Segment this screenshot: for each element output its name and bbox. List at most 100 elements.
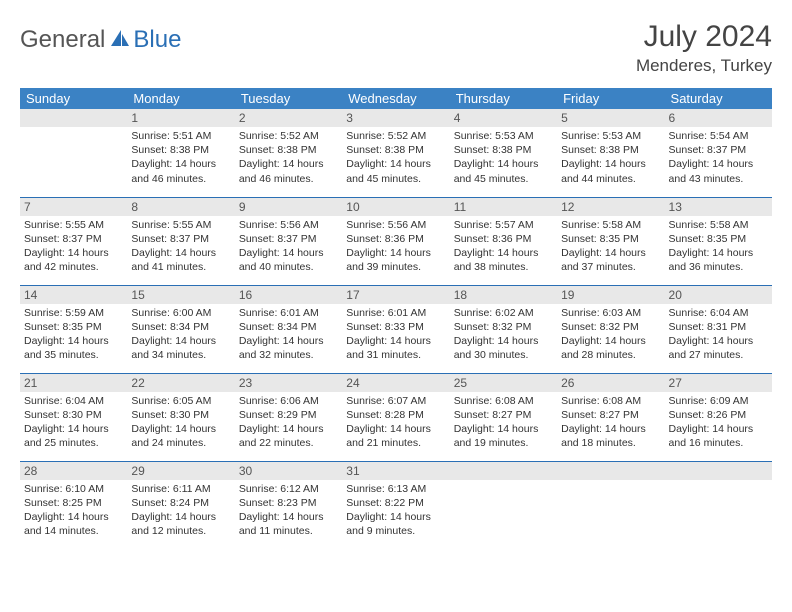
sunrise-line: Sunrise: 6:08 AM — [561, 394, 660, 408]
day-number: 13 — [665, 198, 772, 216]
day-number: 26 — [557, 374, 664, 392]
sunset-line: Sunset: 8:32 PM — [454, 320, 553, 334]
day-header: Tuesday — [235, 88, 342, 109]
sunset-line: Sunset: 8:38 PM — [131, 143, 230, 157]
daylight-line-2: and 36 minutes. — [669, 260, 768, 274]
location-label: Menderes, Turkey — [636, 56, 772, 76]
daylight-line-1: Daylight: 14 hours — [561, 334, 660, 348]
day-details: Sunrise: 6:12 AMSunset: 8:23 PMDaylight:… — [235, 480, 342, 543]
daylight-line-2: and 21 minutes. — [346, 436, 445, 450]
sunrise-line: Sunrise: 5:51 AM — [131, 129, 230, 143]
daylight-line-1: Daylight: 14 hours — [454, 334, 553, 348]
day-details: Sunrise: 5:51 AMSunset: 8:38 PMDaylight:… — [127, 127, 234, 190]
calendar-cell: 14Sunrise: 5:59 AMSunset: 8:35 PMDayligh… — [20, 285, 127, 373]
daylight-line-1: Daylight: 14 hours — [131, 334, 230, 348]
daylight-line-1: Daylight: 14 hours — [131, 422, 230, 436]
sunset-line: Sunset: 8:38 PM — [346, 143, 445, 157]
day-number: 19 — [557, 286, 664, 304]
daylight-line-2: and 37 minutes. — [561, 260, 660, 274]
calendar-cell — [557, 461, 664, 549]
day-details: Sunrise: 5:58 AMSunset: 8:35 PMDaylight:… — [557, 216, 664, 279]
calendar-cell: 21Sunrise: 6:04 AMSunset: 8:30 PMDayligh… — [20, 373, 127, 461]
calendar-cell: 17Sunrise: 6:01 AMSunset: 8:33 PMDayligh… — [342, 285, 449, 373]
daylight-line-1: Daylight: 14 hours — [346, 510, 445, 524]
day-number: 17 — [342, 286, 449, 304]
sunrise-line: Sunrise: 6:13 AM — [346, 482, 445, 496]
daylight-line-2: and 40 minutes. — [239, 260, 338, 274]
day-number: 15 — [127, 286, 234, 304]
calendar-cell: 11Sunrise: 5:57 AMSunset: 8:36 PMDayligh… — [450, 197, 557, 285]
daylight-line-2: and 46 minutes. — [239, 172, 338, 186]
day-details: Sunrise: 6:02 AMSunset: 8:32 PMDaylight:… — [450, 304, 557, 367]
sunrise-line: Sunrise: 6:05 AM — [131, 394, 230, 408]
day-details: Sunrise: 5:53 AMSunset: 8:38 PMDaylight:… — [557, 127, 664, 190]
sunset-line: Sunset: 8:34 PM — [239, 320, 338, 334]
month-title: July 2024 — [636, 20, 772, 54]
sunrise-line: Sunrise: 5:53 AM — [454, 129, 553, 143]
sunset-line: Sunset: 8:38 PM — [561, 143, 660, 157]
daylight-line-1: Daylight: 14 hours — [346, 157, 445, 171]
sunrise-line: Sunrise: 5:56 AM — [239, 218, 338, 232]
day-details: Sunrise: 5:52 AMSunset: 8:38 PMDaylight:… — [235, 127, 342, 190]
day-details: Sunrise: 5:59 AMSunset: 8:35 PMDaylight:… — [20, 304, 127, 367]
day-details: Sunrise: 5:54 AMSunset: 8:37 PMDaylight:… — [665, 127, 772, 190]
day-number: 1 — [127, 109, 234, 127]
calendar-cell: 10Sunrise: 5:56 AMSunset: 8:36 PMDayligh… — [342, 197, 449, 285]
calendar-week-row: 7Sunrise: 5:55 AMSunset: 8:37 PMDaylight… — [20, 197, 772, 285]
calendar-cell: 16Sunrise: 6:01 AMSunset: 8:34 PMDayligh… — [235, 285, 342, 373]
daylight-line-1: Daylight: 14 hours — [346, 422, 445, 436]
daylight-line-2: and 9 minutes. — [346, 524, 445, 538]
sunrise-line: Sunrise: 5:56 AM — [346, 218, 445, 232]
sunset-line: Sunset: 8:36 PM — [454, 232, 553, 246]
day-number: 12 — [557, 198, 664, 216]
calendar-cell: 2Sunrise: 5:52 AMSunset: 8:38 PMDaylight… — [235, 109, 342, 197]
daylight-line-2: and 30 minutes. — [454, 348, 553, 362]
daylight-line-2: and 45 minutes. — [346, 172, 445, 186]
calendar-cell — [20, 109, 127, 197]
daylight-line-1: Daylight: 14 hours — [131, 510, 230, 524]
daylight-line-2: and 45 minutes. — [454, 172, 553, 186]
sunset-line: Sunset: 8:35 PM — [669, 232, 768, 246]
day-details: Sunrise: 6:03 AMSunset: 8:32 PMDaylight:… — [557, 304, 664, 367]
sunset-line: Sunset: 8:30 PM — [131, 408, 230, 422]
day-header: Monday — [127, 88, 234, 109]
daylight-line-2: and 25 minutes. — [24, 436, 123, 450]
day-details: Sunrise: 6:10 AMSunset: 8:25 PMDaylight:… — [20, 480, 127, 543]
day-details: Sunrise: 6:06 AMSunset: 8:29 PMDaylight:… — [235, 392, 342, 455]
daylight-line-1: Daylight: 14 hours — [561, 157, 660, 171]
day-number: 9 — [235, 198, 342, 216]
calendar-cell: 3Sunrise: 5:52 AMSunset: 8:38 PMDaylight… — [342, 109, 449, 197]
sunset-line: Sunset: 8:29 PM — [239, 408, 338, 422]
calendar-table: SundayMondayTuesdayWednesdayThursdayFrid… — [20, 88, 772, 549]
sunrise-line: Sunrise: 5:55 AM — [131, 218, 230, 232]
day-number: 4 — [450, 109, 557, 127]
calendar-cell: 30Sunrise: 6:12 AMSunset: 8:23 PMDayligh… — [235, 461, 342, 549]
day-number-empty — [20, 109, 127, 127]
daylight-line-1: Daylight: 14 hours — [24, 510, 123, 524]
calendar-cell: 4Sunrise: 5:53 AMSunset: 8:38 PMDaylight… — [450, 109, 557, 197]
day-header: Friday — [557, 88, 664, 109]
calendar-week-row: 21Sunrise: 6:04 AMSunset: 8:30 PMDayligh… — [20, 373, 772, 461]
sunset-line: Sunset: 8:38 PM — [239, 143, 338, 157]
day-details: Sunrise: 5:56 AMSunset: 8:37 PMDaylight:… — [235, 216, 342, 279]
calendar-cell: 22Sunrise: 6:05 AMSunset: 8:30 PMDayligh… — [127, 373, 234, 461]
daylight-line-1: Daylight: 14 hours — [24, 246, 123, 260]
daylight-line-1: Daylight: 14 hours — [669, 157, 768, 171]
sunrise-line: Sunrise: 6:00 AM — [131, 306, 230, 320]
daylight-line-1: Daylight: 14 hours — [561, 246, 660, 260]
calendar-cell: 27Sunrise: 6:09 AMSunset: 8:26 PMDayligh… — [665, 373, 772, 461]
day-number-empty — [557, 462, 664, 480]
day-details: Sunrise: 6:05 AMSunset: 8:30 PMDaylight:… — [127, 392, 234, 455]
daylight-line-2: and 41 minutes. — [131, 260, 230, 274]
calendar-cell: 5Sunrise: 5:53 AMSunset: 8:38 PMDaylight… — [557, 109, 664, 197]
daylight-line-2: and 38 minutes. — [454, 260, 553, 274]
sunrise-line: Sunrise: 6:11 AM — [131, 482, 230, 496]
sunset-line: Sunset: 8:32 PM — [561, 320, 660, 334]
daylight-line-1: Daylight: 14 hours — [346, 246, 445, 260]
daylight-line-1: Daylight: 14 hours — [239, 246, 338, 260]
daylight-line-1: Daylight: 14 hours — [239, 510, 338, 524]
day-details: Sunrise: 5:56 AMSunset: 8:36 PMDaylight:… — [342, 216, 449, 279]
day-number: 3 — [342, 109, 449, 127]
sunset-line: Sunset: 8:23 PM — [239, 496, 338, 510]
day-number: 27 — [665, 374, 772, 392]
